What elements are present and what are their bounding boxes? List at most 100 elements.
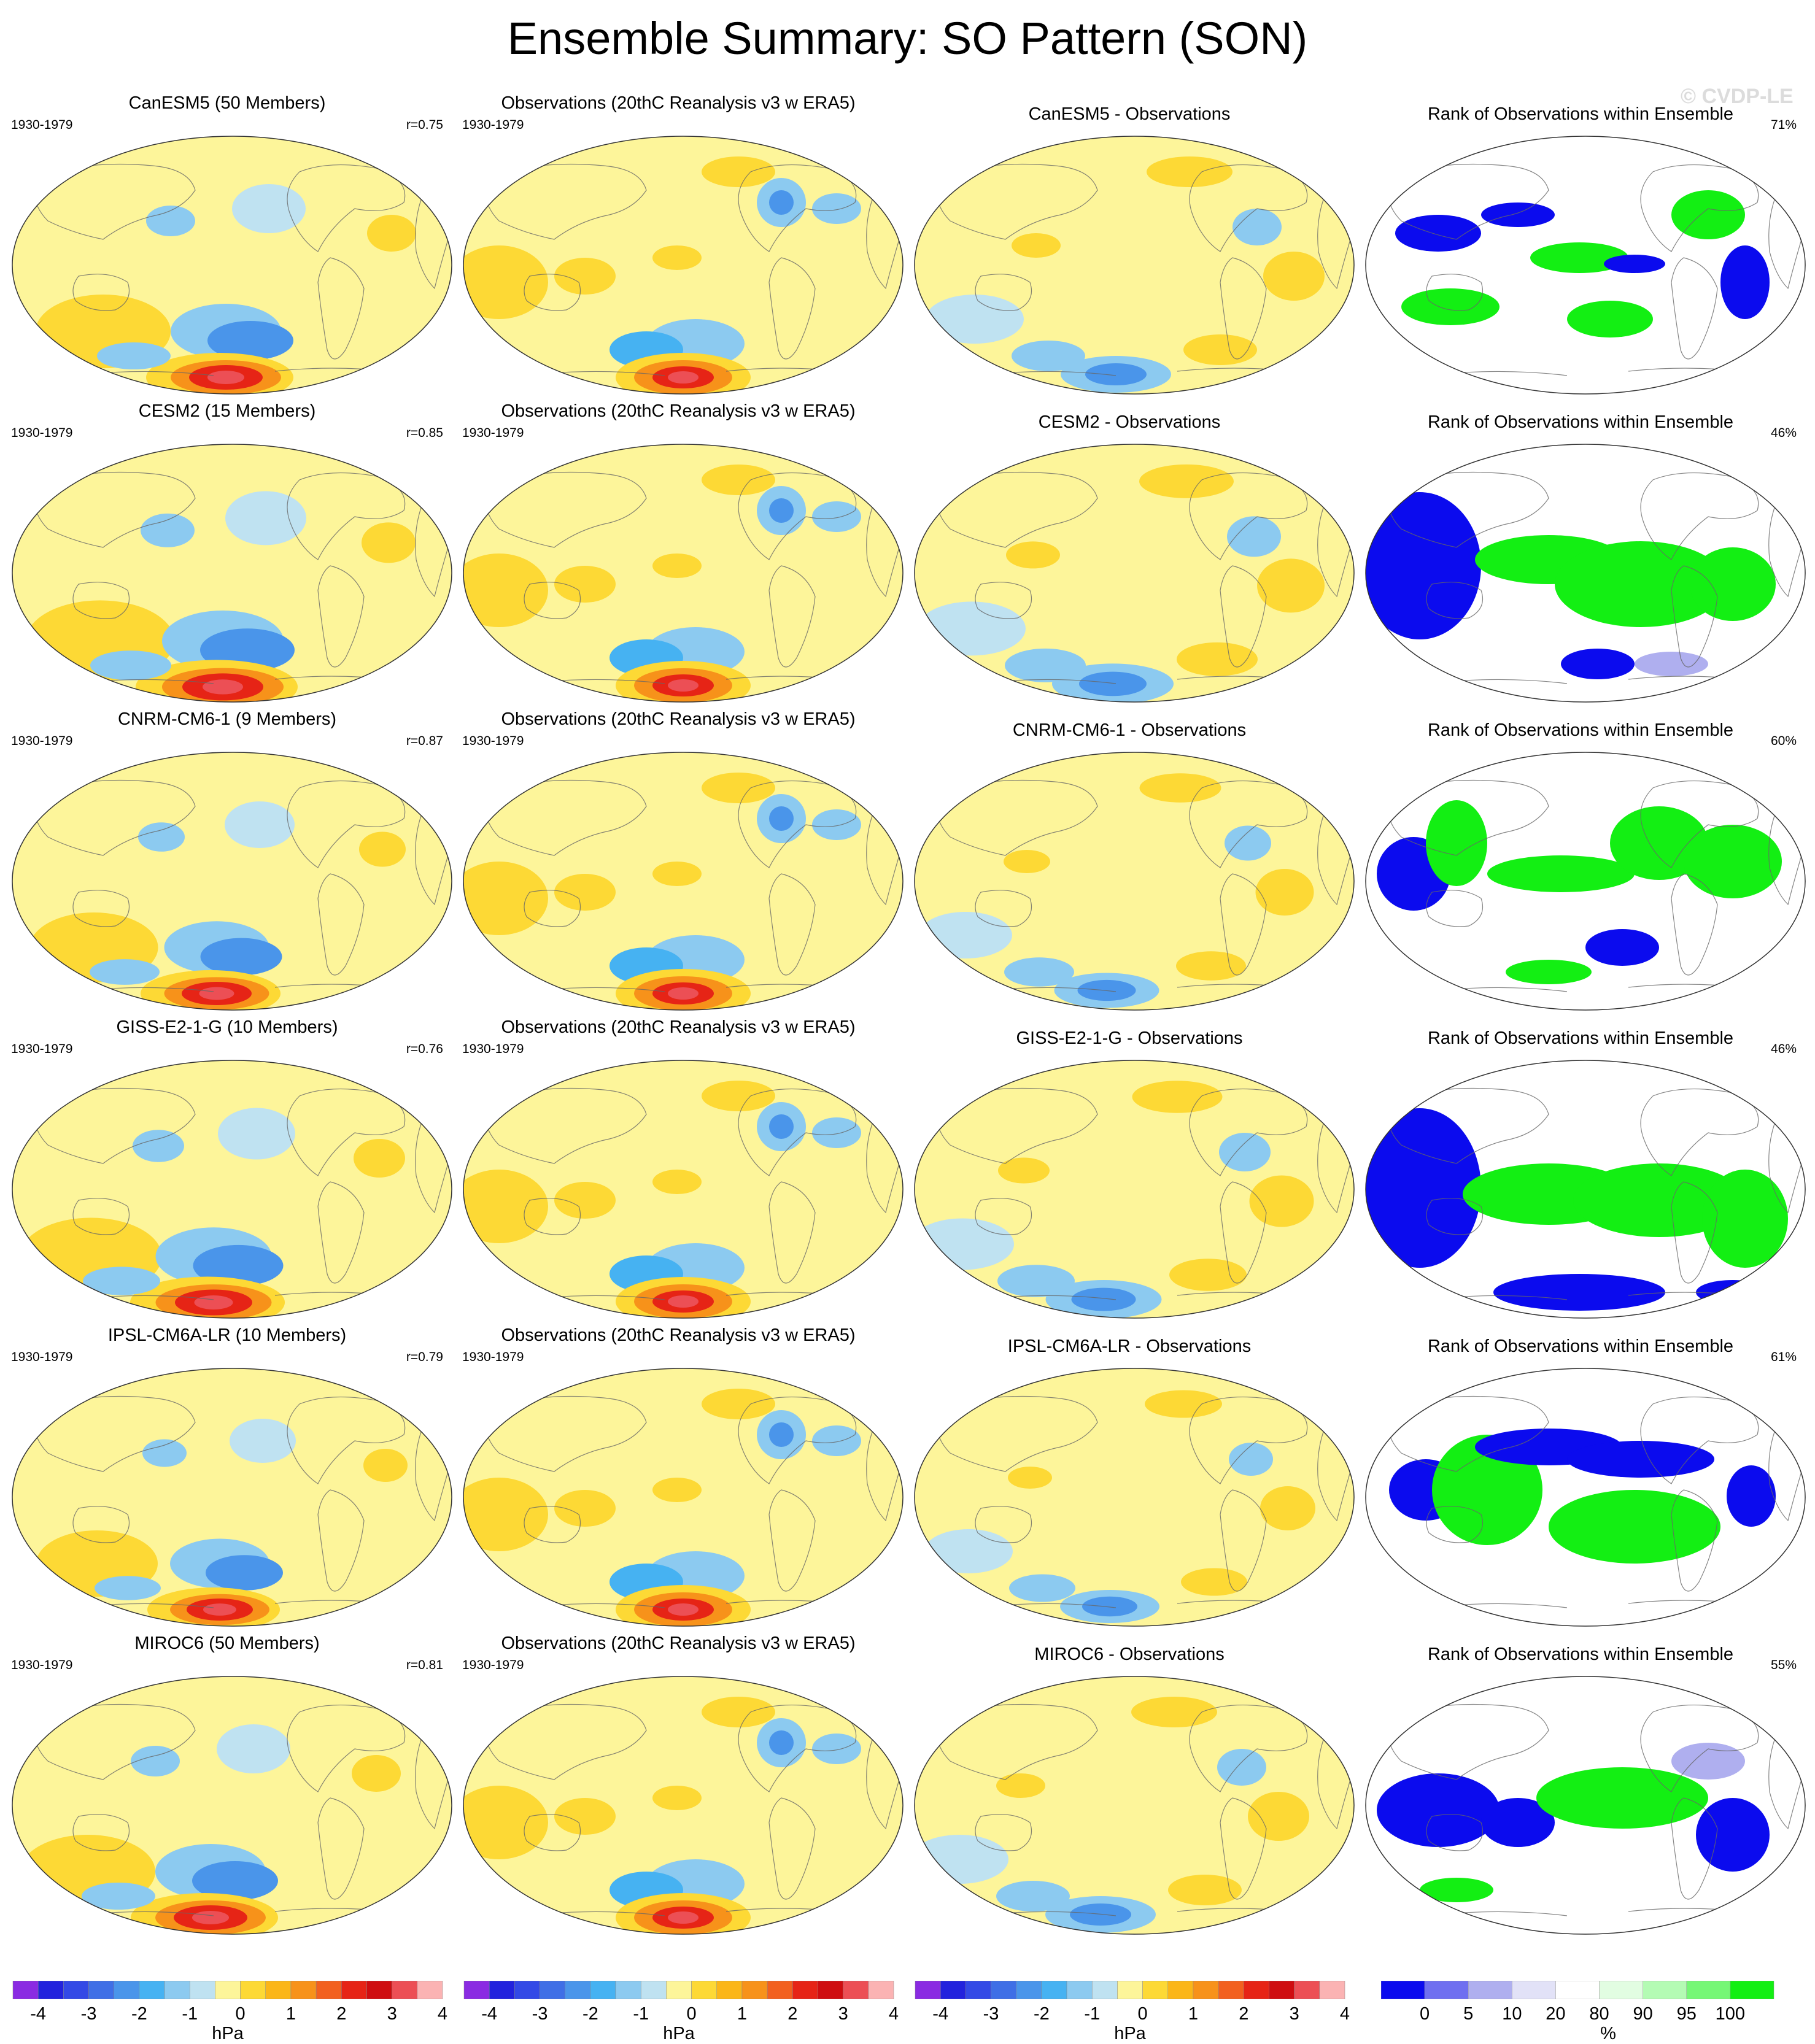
pressure-colorbar: -4 -3 -2 -1 0 1 2 3 4 hPa: [903, 1981, 1357, 2043]
colorbar-swatch: [1468, 1981, 1512, 1999]
map-border: [463, 1676, 904, 1935]
rank-region: [1487, 855, 1635, 892]
panel-title: MIROC6 (50 Members): [134, 1633, 320, 1653]
map-field: [463, 1676, 903, 1934]
global-map: [1365, 444, 1806, 703]
colorbar-tick: 80: [1589, 2004, 1609, 2024]
colorbar-swatch: [12, 1981, 39, 1999]
contour-blob: [769, 190, 794, 215]
rank-region: [1366, 492, 1481, 639]
rank-region: [1671, 190, 1745, 239]
panel-title: CESM2 (15 Members): [138, 401, 316, 421]
global-map: [12, 444, 452, 703]
colorbar-swatch: [1269, 1981, 1294, 1999]
global-map: [12, 752, 452, 1011]
contour-blob: [769, 1114, 794, 1139]
global-map: [12, 1060, 452, 1319]
contour-blob: [1177, 642, 1258, 676]
contour-blob: [1249, 1175, 1314, 1227]
pattern-correlation: r=0.87: [406, 734, 443, 748]
contour-blob: [83, 1267, 160, 1295]
period-label: 1930-1979: [462, 734, 524, 748]
coastline: [1220, 1181, 1267, 1284]
coastline: [1387, 779, 1549, 856]
contour-blob: [1085, 363, 1147, 385]
period-label: 1930-1979: [11, 734, 73, 748]
model-panel: MIROC6 (50 Members) 1930-1979 r=0.81: [0, 1632, 454, 1941]
colorbar-tick: 4: [888, 2004, 899, 2024]
coastline: [975, 582, 1032, 619]
map-field: [463, 444, 903, 702]
coastline: [524, 1506, 581, 1543]
contour-blob: [915, 1835, 1008, 1884]
coastline: [935, 1087, 1098, 1164]
coastline: [1189, 1396, 1308, 1484]
coastline: [1426, 1814, 1484, 1851]
colorbar-tick: -4: [30, 2004, 47, 2024]
contour-blob: [918, 601, 1026, 656]
map-border: [1365, 1368, 1806, 1627]
contour-blob: [90, 959, 160, 985]
rank-region: [1690, 547, 1776, 621]
colorbar-swatch: [691, 1981, 718, 1999]
coastline: [484, 1087, 647, 1164]
panel-title: Rank of Observations within Ensemble: [1427, 412, 1734, 432]
colorbar-tick: 0: [686, 2004, 697, 2024]
contour-blob: [1145, 1390, 1222, 1418]
map-border: [914, 1368, 1355, 1627]
global-map: [1365, 1060, 1806, 1319]
coastline: [484, 779, 647, 856]
rank-region: [1377, 1773, 1500, 1847]
contour-blob: [1227, 516, 1281, 557]
colorbar-swatch: [940, 1981, 966, 1999]
rank-region: [1696, 1798, 1770, 1872]
coastline: [738, 1396, 857, 1484]
contour-blob: [192, 1911, 229, 1924]
map-border: [914, 752, 1355, 1011]
contour-blob: [225, 491, 306, 546]
coastline: [33, 471, 196, 548]
coastline: [33, 1087, 196, 1164]
contour-blob: [203, 1603, 236, 1616]
rank-region: [1727, 1465, 1776, 1527]
rank-region: [1530, 242, 1628, 273]
coastline: [484, 1395, 647, 1472]
coastline: [975, 1506, 1032, 1543]
contour-blob: [142, 1439, 187, 1467]
coastline: [1640, 1704, 1759, 1792]
panel-title: GISS-E2-1-G - Observations: [1016, 1028, 1243, 1048]
period-label: 1930-1979: [11, 1350, 73, 1364]
coastline: [1189, 780, 1308, 868]
colorbar-tick: 10: [1502, 2004, 1522, 2024]
contour-blob: [206, 1555, 283, 1591]
coastline: [935, 1703, 1098, 1780]
global-map: [463, 136, 904, 395]
contour-blob: [652, 1478, 702, 1502]
colorbar-swatch: [915, 1981, 941, 1999]
contour-blob: [463, 1786, 548, 1859]
coastline: [1220, 257, 1267, 360]
map-border: [1365, 136, 1806, 395]
contour-blob: [668, 371, 699, 384]
contour-blob: [1183, 334, 1257, 365]
colorbar-swatch: [540, 1981, 565, 1999]
panel-title: CanESM5 - Observations: [1028, 104, 1231, 124]
colorbar-tick: -2: [582, 2004, 598, 2024]
coastline: [1387, 163, 1549, 240]
colorbar-tick: -3: [532, 2004, 548, 2024]
contour-blob: [702, 1697, 775, 1727]
rank-region: [1684, 825, 1782, 898]
period-label: 1930-1979: [462, 118, 524, 132]
colorbar-swatch: [1142, 1981, 1169, 1999]
coastline: [524, 1814, 581, 1851]
colorbar-tick: -3: [80, 2004, 97, 2024]
contour-blob: [1263, 252, 1325, 301]
contour-blob: [702, 465, 775, 495]
panel-title: CNRM-CM6-1 (9 Members): [117, 709, 337, 729]
map-border: [914, 444, 1355, 703]
colorbar-swatch: [1294, 1981, 1320, 1999]
coastline: [1671, 1181, 1718, 1284]
coastline: [317, 1489, 365, 1592]
coastline: [317, 1181, 365, 1284]
contour-blob: [769, 498, 794, 523]
